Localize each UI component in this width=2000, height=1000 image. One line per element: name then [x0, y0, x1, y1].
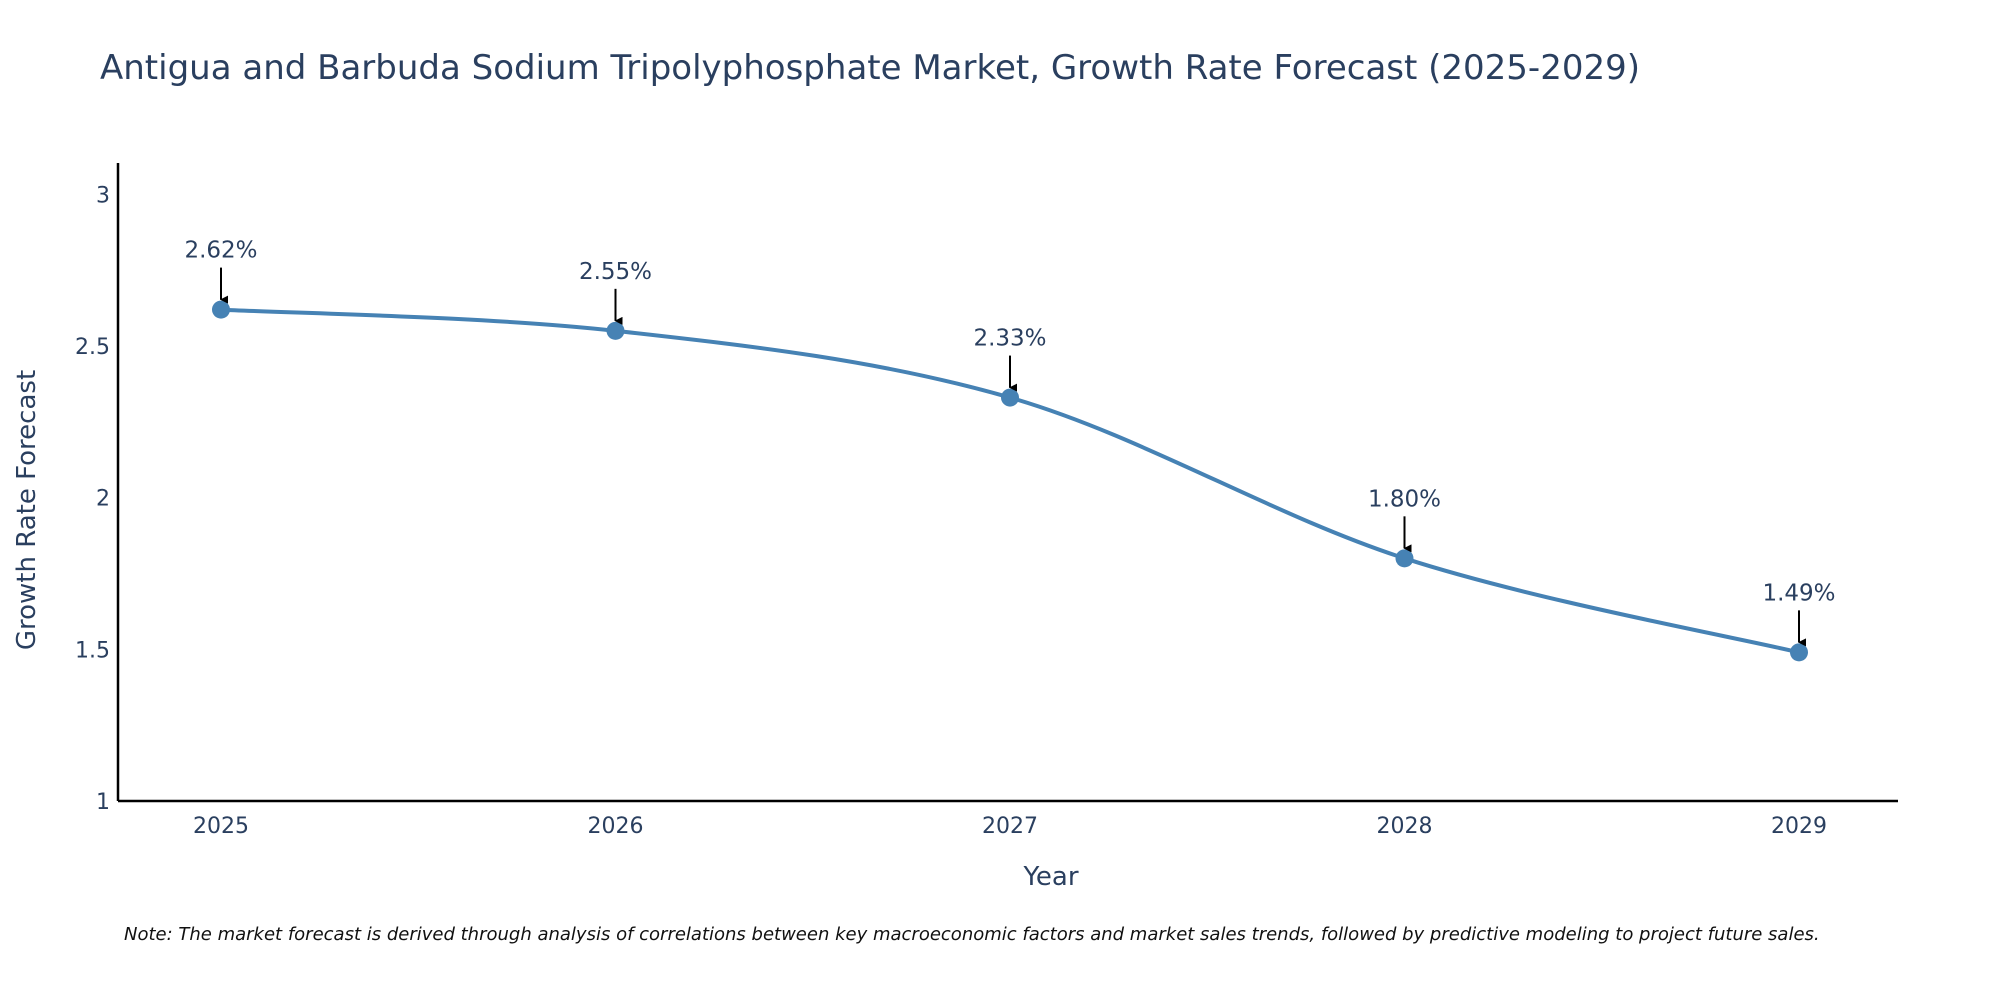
data-point [1395, 549, 1414, 568]
chart-title: Antigua and Barbuda Sodium Tripolyphosph… [100, 48, 1640, 88]
x-tick-label: 2026 [588, 814, 644, 839]
x-tick-label: 2029 [1771, 814, 1827, 839]
data-point [1001, 388, 1019, 407]
x-axis-title: Year [1022, 862, 1078, 892]
y-tick-label: 2 [96, 487, 110, 512]
x-tick-label: 2027 [982, 814, 1038, 839]
data-label: 2.62% [184, 238, 257, 264]
y-tick-label: 2.5 [75, 335, 110, 360]
data-point [606, 321, 625, 340]
data-label: 2.33% [973, 326, 1046, 352]
data-point [212, 300, 230, 319]
y-tick-label: 3 [96, 183, 110, 208]
data-markers [212, 300, 1808, 662]
footnote: Note: The market forecast is derived thr… [124, 924, 1820, 945]
x-tick-label: 2025 [193, 814, 249, 839]
data-point [1790, 643, 1808, 662]
data-label: 2.55% [579, 259, 652, 285]
x-tick-label: 2028 [1377, 814, 1433, 839]
data-label: 1.80% [1368, 486, 1441, 512]
data-label: 1.49% [1762, 580, 1835, 606]
y-axis-title: Growth Rate Forecast [12, 370, 42, 650]
y-tick-label: 1.5 [75, 638, 110, 663]
y-tick-label: 1 [96, 790, 110, 815]
data-label-annotations: 2.62% 2.55% 2.33% 1.80% 1.49% [184, 238, 1836, 647]
y-axis-ticks: 1 1.5 2 2.5 3 [75, 183, 110, 815]
x-axis-ticks: 2025 2026 2027 2028 2029 [193, 814, 1827, 839]
